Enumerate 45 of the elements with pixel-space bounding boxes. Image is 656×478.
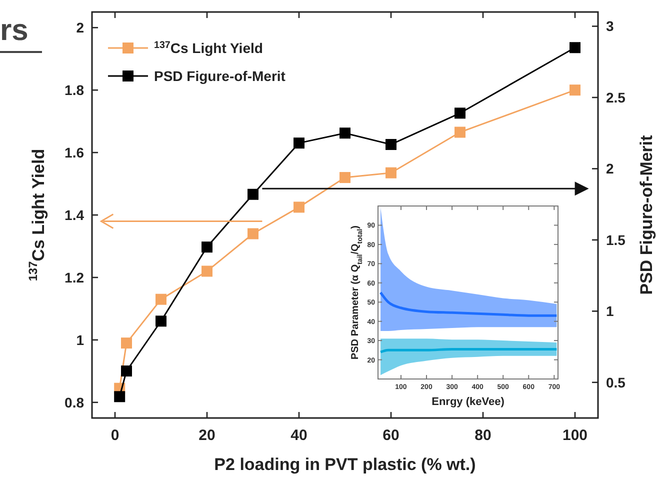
y-tick-label: 1.2 (64, 269, 84, 286)
point (340, 128, 350, 139)
x-tick-label: 20 (198, 427, 216, 444)
point (156, 294, 166, 305)
y2-tick-label: 1 (606, 303, 614, 320)
x-axis-title: P2 loading in PVT plastic (% wt.) (214, 455, 476, 474)
y2-tick-label: 3 (606, 18, 614, 34)
text: rs (0, 14, 28, 47)
x-tick-label: 40 (290, 427, 308, 444)
y-tick-label: 1 (76, 332, 84, 348)
y2-tick-label: 1.5 (606, 232, 626, 248)
point (294, 202, 304, 213)
point (454, 108, 466, 119)
x-tick-label: 80 (474, 427, 492, 444)
point (248, 188, 258, 200)
legend-label: PSD Figure-of-Merit (154, 68, 286, 84)
point (386, 167, 396, 178)
y-tick-label: 1.6 (64, 144, 84, 161)
point (156, 316, 166, 327)
point (570, 84, 580, 96)
x-tick-label: 60 (382, 427, 400, 444)
x-axis-title: Enrgy (keVee) (432, 396, 505, 408)
y-tick-label: 0.8 (64, 394, 84, 410)
point (386, 138, 396, 150)
y-tick-label: 1.4 (64, 207, 84, 223)
point (121, 365, 132, 376)
x-tick-label: 100 (562, 427, 588, 444)
y2-tick-label: 2.5 (606, 89, 626, 106)
point (340, 172, 350, 184)
point (202, 242, 212, 253)
point (202, 266, 212, 277)
y2-tick-label: 2 (606, 160, 614, 177)
legend-label: $^{137}$Cs Light Yield (154, 40, 263, 56)
point (121, 338, 132, 349)
point (570, 42, 580, 54)
point (114, 391, 126, 402)
line-series (379, 291, 558, 317)
point (294, 138, 304, 149)
point (248, 228, 258, 240)
y-tick-label: 2 (76, 20, 84, 36)
y2-axis-title: PSD Figure-of-Merit (637, 134, 656, 295)
y-tick-label: 1.8 (64, 82, 84, 98)
y2-tick-label: 0.5 (606, 374, 626, 390)
point (454, 126, 466, 138)
x-tick-label: 0 (110, 427, 120, 444)
